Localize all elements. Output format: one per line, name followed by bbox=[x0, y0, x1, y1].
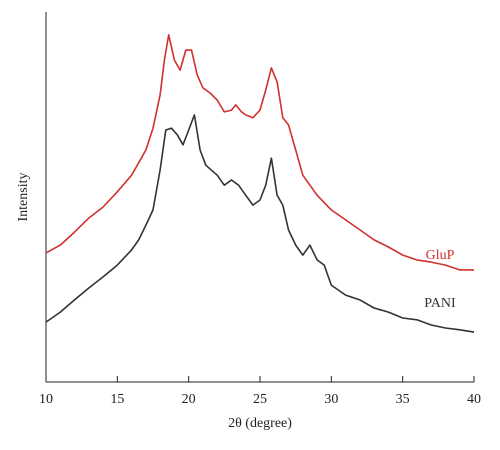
x-tick-label: 15 bbox=[110, 392, 124, 407]
x-tick-label: 25 bbox=[253, 392, 267, 407]
x-tick-label: 35 bbox=[396, 392, 410, 407]
series-label: PANI bbox=[424, 296, 456, 311]
x-axis-label: 2θ (degree) bbox=[228, 416, 292, 431]
x-tick-label: 30 bbox=[324, 392, 338, 407]
line bbox=[45, 114, 475, 333]
series-label: GluP bbox=[426, 248, 455, 263]
x-tick-label: 10 bbox=[39, 392, 53, 407]
x-tick-label: 40 bbox=[467, 392, 481, 407]
line bbox=[45, 34, 474, 271]
y-axis-label: Intensity bbox=[16, 173, 31, 222]
x-tick-label: 20 bbox=[182, 392, 196, 407]
